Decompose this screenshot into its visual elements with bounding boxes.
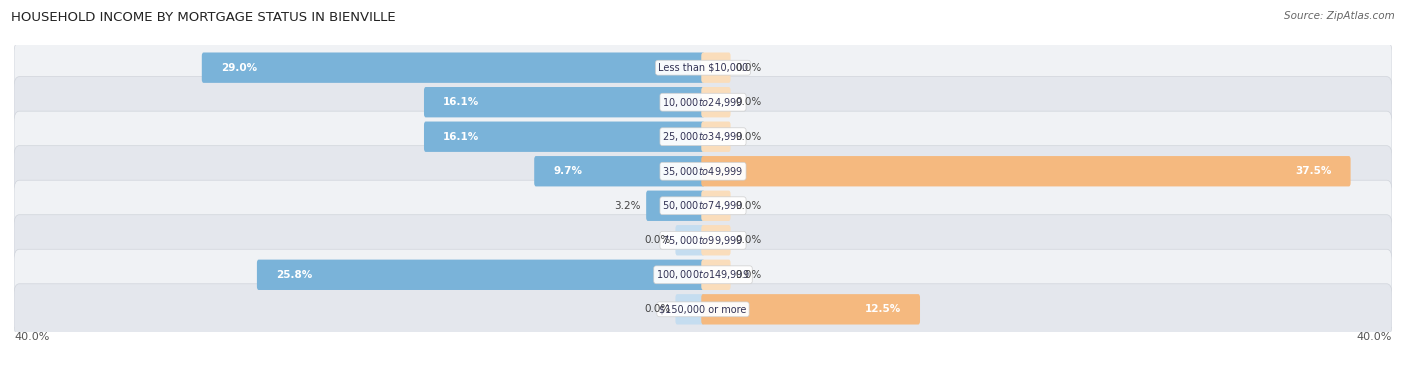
FancyBboxPatch shape [257, 260, 704, 290]
FancyBboxPatch shape [702, 294, 920, 325]
Text: 40.0%: 40.0% [1357, 332, 1392, 342]
FancyBboxPatch shape [702, 225, 731, 256]
Text: $75,000 to $99,999: $75,000 to $99,999 [662, 234, 744, 247]
Text: 0.0%: 0.0% [735, 270, 762, 280]
Text: $50,000 to $74,999: $50,000 to $74,999 [662, 199, 744, 212]
Text: 0.0%: 0.0% [735, 201, 762, 211]
Text: 0.0%: 0.0% [644, 304, 671, 314]
FancyBboxPatch shape [702, 156, 1351, 187]
FancyBboxPatch shape [14, 284, 1392, 335]
FancyBboxPatch shape [14, 180, 1392, 231]
Text: HOUSEHOLD INCOME BY MORTGAGE STATUS IN BIENVILLE: HOUSEHOLD INCOME BY MORTGAGE STATUS IN B… [11, 11, 396, 24]
Text: 0.0%: 0.0% [735, 63, 762, 73]
Text: Source: ZipAtlas.com: Source: ZipAtlas.com [1284, 11, 1395, 21]
FancyBboxPatch shape [675, 225, 704, 256]
Text: 37.5%: 37.5% [1295, 166, 1331, 176]
FancyBboxPatch shape [702, 190, 731, 221]
FancyBboxPatch shape [202, 52, 704, 83]
FancyBboxPatch shape [702, 121, 731, 152]
FancyBboxPatch shape [702, 52, 731, 83]
FancyBboxPatch shape [702, 87, 731, 117]
Text: $35,000 to $49,999: $35,000 to $49,999 [662, 165, 744, 178]
Text: $10,000 to $24,999: $10,000 to $24,999 [662, 96, 744, 109]
Text: $150,000 or more: $150,000 or more [659, 304, 747, 314]
Text: 25.8%: 25.8% [276, 270, 312, 280]
Text: 40.0%: 40.0% [14, 332, 49, 342]
Text: 29.0%: 29.0% [221, 63, 257, 73]
Text: 3.2%: 3.2% [614, 201, 641, 211]
Text: 0.0%: 0.0% [735, 97, 762, 107]
FancyBboxPatch shape [14, 42, 1392, 93]
Text: 12.5%: 12.5% [865, 304, 901, 314]
FancyBboxPatch shape [647, 190, 704, 221]
Text: Less than $10,000: Less than $10,000 [658, 63, 748, 73]
FancyBboxPatch shape [675, 294, 704, 325]
FancyBboxPatch shape [702, 260, 731, 290]
FancyBboxPatch shape [534, 156, 704, 187]
FancyBboxPatch shape [14, 249, 1392, 300]
FancyBboxPatch shape [14, 215, 1392, 266]
Text: 0.0%: 0.0% [735, 235, 762, 245]
FancyBboxPatch shape [14, 111, 1392, 162]
Legend: Without Mortgage, With Mortgage: Without Mortgage, With Mortgage [572, 372, 834, 377]
Text: 0.0%: 0.0% [735, 132, 762, 142]
Text: 9.7%: 9.7% [553, 166, 582, 176]
FancyBboxPatch shape [425, 121, 704, 152]
Text: $100,000 to $149,999: $100,000 to $149,999 [657, 268, 749, 281]
Text: 16.1%: 16.1% [443, 132, 479, 142]
FancyBboxPatch shape [14, 77, 1392, 128]
FancyBboxPatch shape [14, 146, 1392, 197]
Text: 16.1%: 16.1% [443, 97, 479, 107]
Text: $25,000 to $34,999: $25,000 to $34,999 [662, 130, 744, 143]
FancyBboxPatch shape [425, 87, 704, 117]
Text: 0.0%: 0.0% [644, 235, 671, 245]
